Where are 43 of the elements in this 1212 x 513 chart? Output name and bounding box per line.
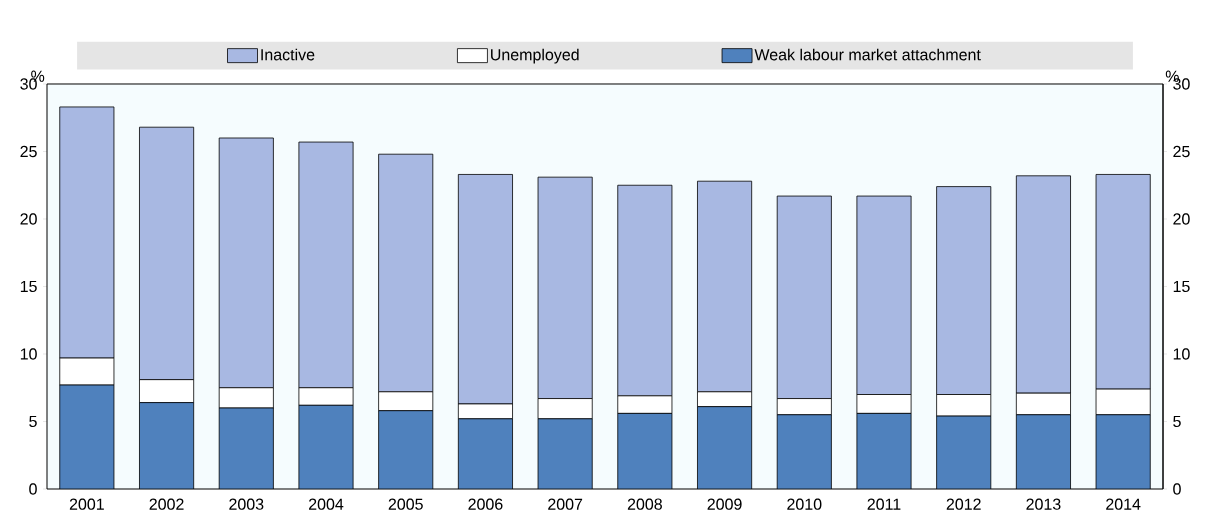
bar	[617, 413, 672, 489]
x-tick-label: 2003	[229, 498, 264, 510]
x-tick-label: 2007	[548, 498, 583, 510]
bar	[59, 385, 114, 489]
y2-tick-label: 5	[1173, 415, 1181, 428]
y2-tick-label: 25	[1173, 145, 1190, 158]
y-tick-label: 5	[29, 415, 37, 428]
y2-tick-label: 10	[1173, 348, 1190, 360]
y-tick-label: 25	[20, 145, 37, 158]
y-tick-label: 0	[29, 483, 37, 495]
bar	[538, 418, 593, 489]
x-tick-label: 2009	[707, 498, 742, 510]
bar	[697, 406, 752, 489]
y2-tick-label: 20	[1173, 213, 1190, 225]
legend-label: Inactive	[261, 48, 315, 61]
x-tick-label: 2012	[946, 498, 981, 510]
x-tick-label: 2010	[787, 498, 822, 510]
x-tick-label: 2013	[1026, 498, 1061, 510]
x-tick-label: 2002	[149, 498, 184, 510]
y2-tick-label: 15	[1173, 280, 1190, 293]
y2-tick-label: 0	[1173, 483, 1181, 495]
x-tick-label: 2001	[69, 498, 104, 510]
bar	[139, 402, 194, 489]
bar	[458, 418, 513, 489]
x-tick-label: 2005	[388, 498, 423, 510]
x-tick-label: 2008	[627, 498, 662, 510]
bar	[298, 405, 354, 489]
y-tick-label: 20	[20, 213, 37, 225]
legend-label: Weak labour market attachment	[754, 48, 981, 61]
bar	[1095, 414, 1151, 489]
bar	[936, 416, 991, 489]
y-tick-label: 15	[20, 280, 37, 293]
y-tick-label: 10	[20, 348, 37, 360]
x-tick-label: 2011	[867, 498, 901, 510]
bar	[1016, 414, 1071, 489]
x-tick-label: 2004	[309, 498, 344, 510]
x-tick-label: 2014	[1106, 498, 1141, 510]
x-tick-label: 2006	[468, 498, 503, 510]
bar	[219, 408, 274, 489]
legend-label: Unemployed	[491, 48, 579, 64]
bar	[856, 413, 912, 489]
bar	[777, 414, 832, 489]
bar	[378, 410, 433, 489]
